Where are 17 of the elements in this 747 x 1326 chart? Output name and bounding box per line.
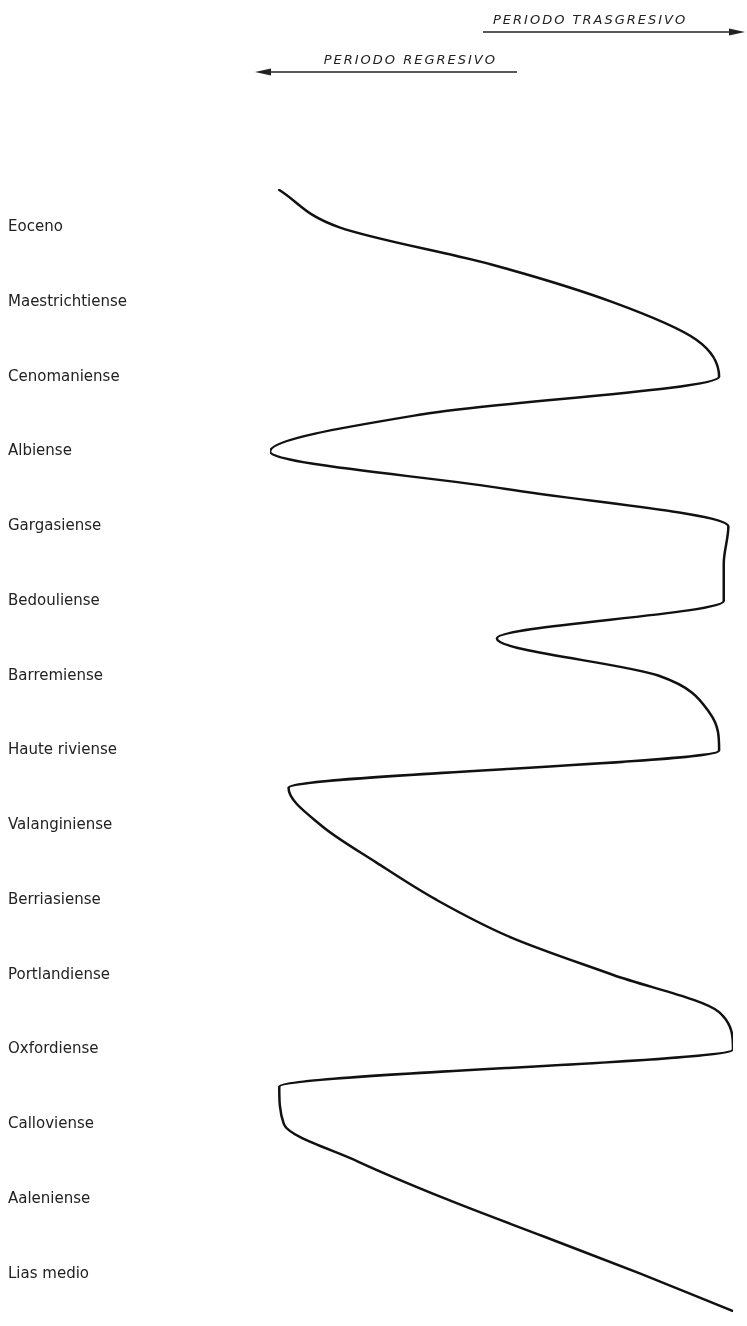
y-tick-label: Oxfordiense bbox=[8, 1039, 99, 1058]
y-tick-label: Haute riviense bbox=[8, 740, 118, 759]
y-tick-label: Aaleniense bbox=[8, 1188, 91, 1207]
y-tick-label: Valanginiense bbox=[8, 815, 113, 834]
y-tick-label: Barremiense bbox=[8, 665, 104, 684]
text: PERIODO REGRESIVO bbox=[322, 52, 498, 67]
y-tick-label: Maestrichtiense bbox=[8, 291, 127, 310]
y-tick-label: Bedouliense bbox=[8, 590, 100, 609]
y-tick-label: Gargasiense bbox=[8, 516, 102, 535]
y-tick-label: Lias medio bbox=[8, 1263, 90, 1282]
y-tick-label: Eoceno bbox=[8, 217, 63, 236]
y-tick-label: Calloviense bbox=[8, 1114, 95, 1133]
text: PERIODO TRASGRESIVO bbox=[492, 12, 689, 27]
y-tick-label: Albiense bbox=[8, 441, 72, 460]
y-tick-label: Cenomaniense bbox=[8, 366, 120, 385]
y-tick-label: Portlandiense bbox=[8, 964, 111, 983]
y-tick-label: Berriasiense bbox=[8, 889, 101, 908]
